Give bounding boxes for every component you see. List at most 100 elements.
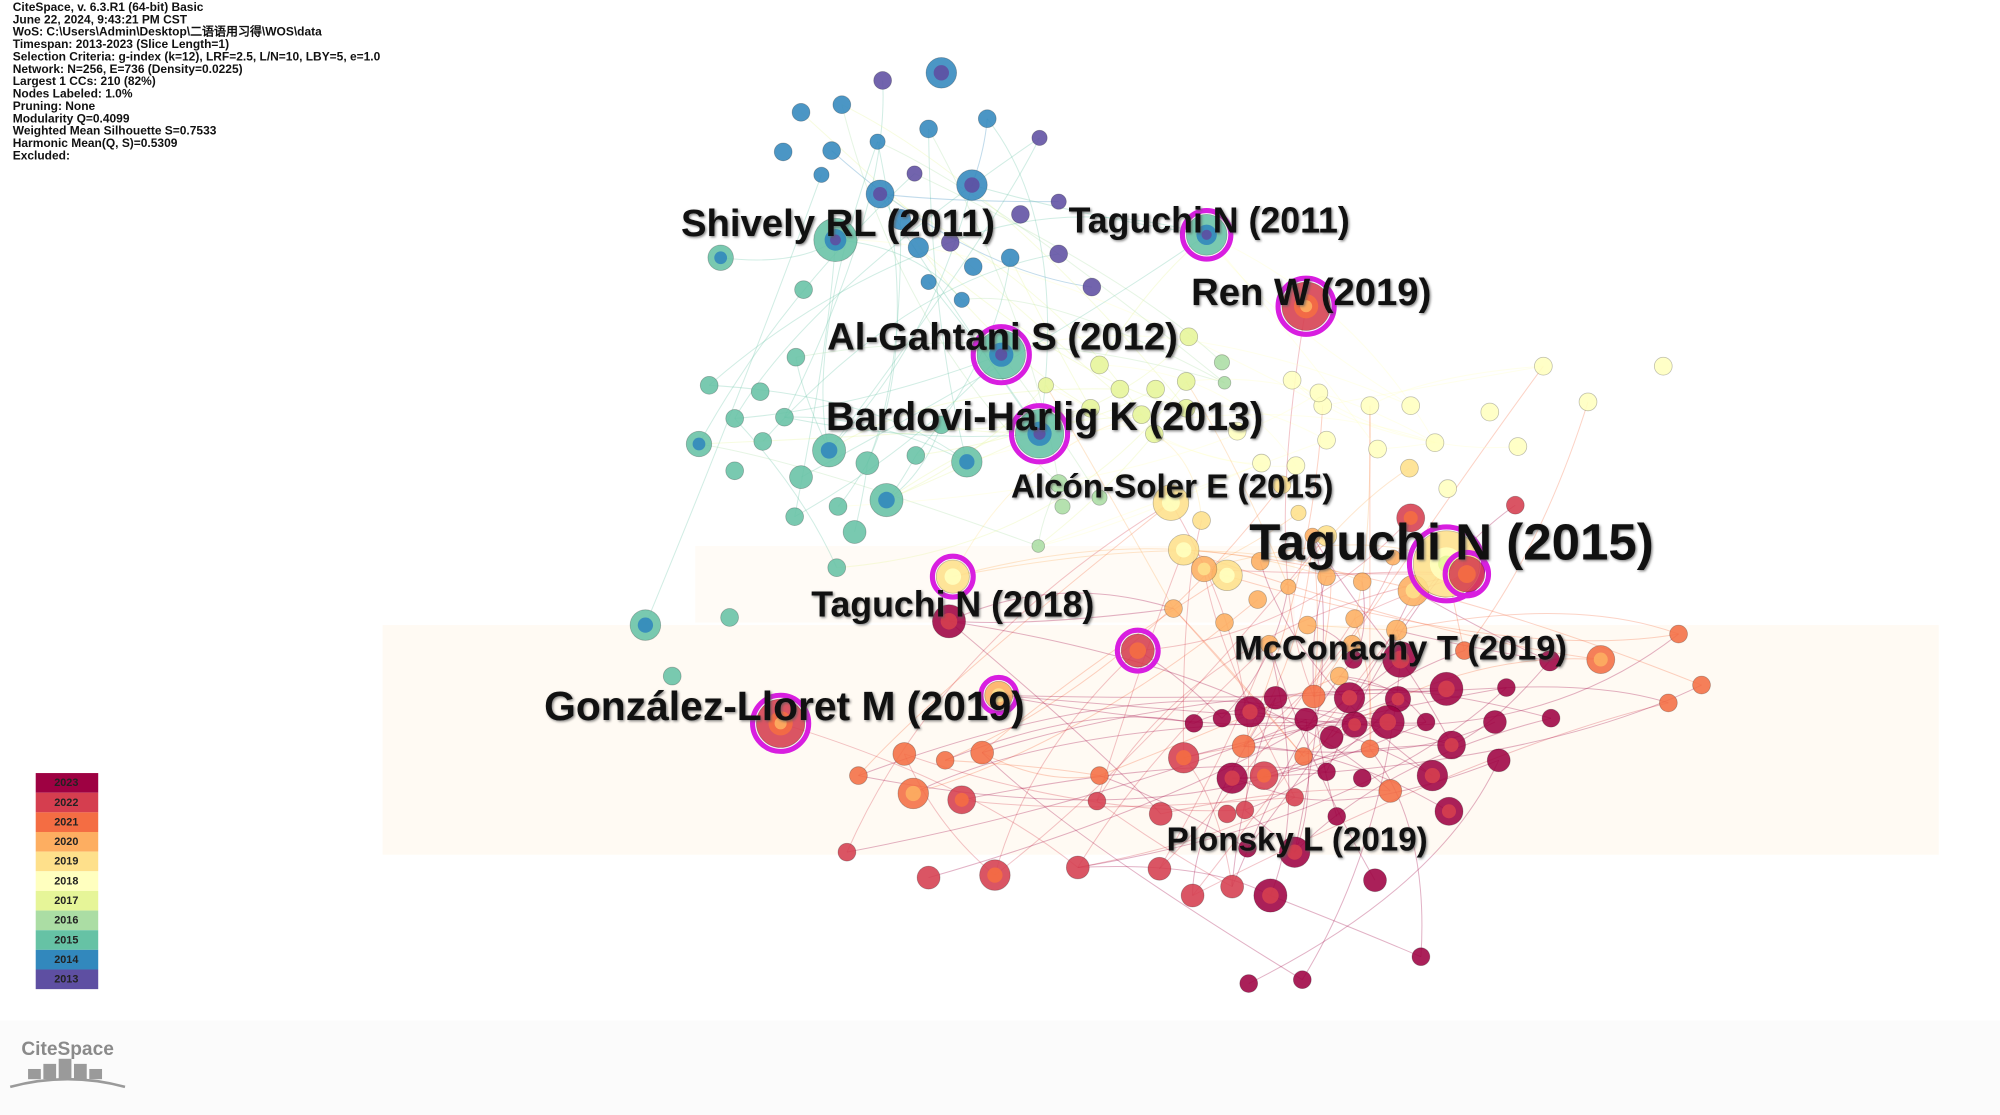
edge [1463, 401, 1589, 651]
node [1087, 791, 1107, 811]
node [1497, 678, 1516, 697]
edge [1221, 586, 1289, 719]
edge [1077, 643, 1270, 868]
node-core [940, 612, 958, 630]
node-core [637, 617, 654, 633]
info-line: Weighted Mean Silhouette S=0.7533 [13, 124, 217, 138]
edge [1009, 257, 1092, 409]
node [1344, 650, 1363, 669]
node [1090, 766, 1109, 785]
info-line: June 22, 2024, 9:43:21 PM CST [13, 12, 188, 26]
legend-swatch [35, 831, 99, 852]
node [1304, 527, 1321, 544]
node [1454, 641, 1474, 660]
node [855, 451, 880, 475]
node [1179, 327, 1199, 347]
node [963, 257, 983, 276]
node-core [1438, 680, 1455, 698]
node [1238, 839, 1257, 858]
logo-shape [58, 1058, 72, 1080]
node-labels: Shively RL (2011) Taguchi N (2011) Ren W (… [544, 201, 1654, 859]
node [1534, 356, 1553, 376]
edge [1192, 702, 1669, 896]
node [1011, 205, 1030, 224]
edge [800, 111, 1142, 416]
edge [709, 384, 968, 463]
node-core [1457, 565, 1476, 584]
edge [948, 608, 1174, 623]
node [970, 740, 995, 765]
node [1416, 712, 1436, 732]
logo-shape [9, 1077, 126, 1089]
node-core [944, 568, 962, 585]
edge [950, 216, 1207, 243]
legend-year: 2022 [54, 797, 78, 809]
node [1659, 693, 1678, 713]
node [906, 446, 926, 465]
node [1259, 634, 1279, 654]
edge [828, 184, 973, 451]
node [1301, 684, 1326, 709]
node [1049, 474, 1068, 493]
node [827, 558, 847, 578]
node [1282, 370, 1302, 390]
edge [1354, 405, 1371, 619]
node [1272, 475, 1292, 495]
info-line: Harmonic Mean(Q, S)=0.5309 [13, 136, 178, 150]
edge [994, 650, 1139, 876]
edge [1192, 563, 1447, 896]
node [1290, 504, 1307, 521]
node [1050, 193, 1067, 210]
logo-shape [43, 1063, 57, 1080]
node-core [991, 688, 1006, 703]
info-line: Nodes Labeled: 1.0% [13, 87, 133, 101]
node [842, 520, 867, 544]
edge [994, 535, 1327, 876]
node-core [1033, 427, 1046, 440]
node [794, 280, 813, 299]
node [828, 497, 848, 516]
edge [794, 354, 1002, 518]
info-line: Network: N=256, E=736 (Density=0.0225) [13, 62, 243, 76]
node [1294, 747, 1313, 766]
logo-shape [89, 1068, 103, 1080]
node [1480, 402, 1500, 422]
node [1285, 787, 1304, 807]
edge [1077, 796, 1295, 868]
edge [1203, 568, 1296, 798]
node-core [905, 785, 921, 802]
node-core [1197, 562, 1211, 576]
logo: CiteSpace [9, 1039, 126, 1089]
node [1541, 708, 1561, 728]
node [1065, 855, 1090, 880]
edge [998, 694, 1388, 727]
node [1213, 354, 1230, 371]
node [1352, 768, 1372, 788]
node-label: Al-Gahtani S (2012) [827, 315, 1178, 358]
node-core [1348, 718, 1361, 731]
node [1317, 567, 1336, 586]
node-core [1300, 300, 1313, 313]
node [1000, 248, 1020, 268]
node-core [873, 186, 888, 201]
node-core [1176, 750, 1192, 766]
node [1317, 430, 1336, 450]
edge [948, 592, 1174, 622]
node [822, 141, 841, 160]
node-core [933, 65, 949, 81]
node [935, 750, 955, 770]
edge [1099, 364, 1297, 466]
node-core [1176, 542, 1192, 558]
edge [1294, 535, 1324, 853]
burst-ring [929, 553, 976, 600]
node-label: González-Lloret M (2019) [544, 683, 1025, 729]
legend-year: 2019 [54, 856, 78, 868]
node [662, 666, 682, 686]
node [699, 375, 719, 395]
footer-band [0, 1020, 2000, 1115]
node [1082, 277, 1102, 297]
edge [971, 184, 1207, 236]
node-core [987, 867, 1003, 883]
node [1252, 453, 1271, 473]
